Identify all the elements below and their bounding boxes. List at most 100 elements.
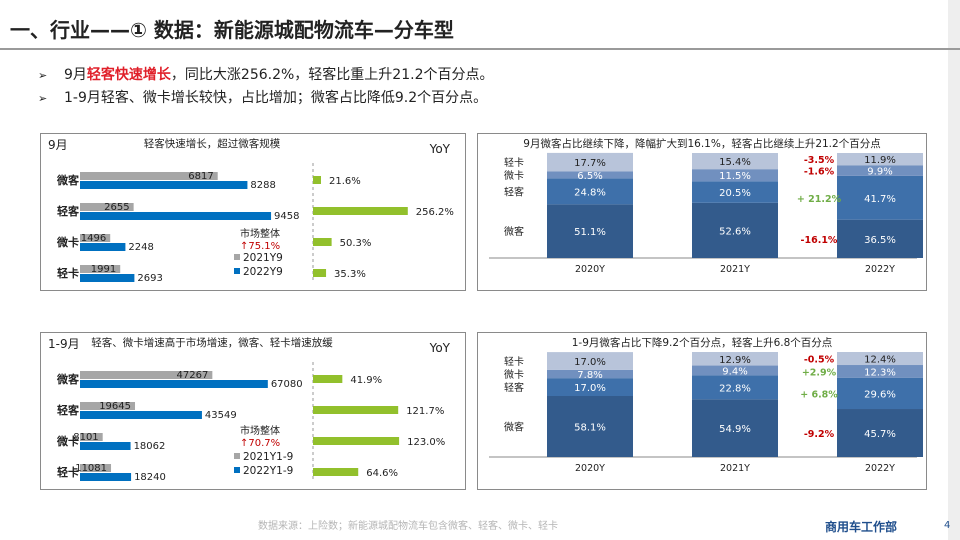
row-label: 轻客 xyxy=(504,381,524,394)
category-label: 微卡 xyxy=(56,434,79,448)
share-segment xyxy=(837,377,923,410)
legend-swatch xyxy=(234,467,240,473)
bar-value-label: 2248 xyxy=(128,242,153,253)
category-label: 轻卡 xyxy=(57,266,79,280)
segment-label: 54.9% xyxy=(719,424,751,435)
bar-value-label: 2693 xyxy=(137,273,162,284)
segment-label: 12.4% xyxy=(864,355,896,366)
segment-label: 20.5% xyxy=(719,188,751,199)
bar-value-label: 8288 xyxy=(250,180,275,191)
bullet-1: ➢ 9月轻客快速增长，同比大涨256.2%，轻客比重上升21.2个百分点。 xyxy=(38,64,493,84)
segment-label: 17.7% xyxy=(574,158,606,169)
bullet-2: ➢ 1-9月轻客、微卡增长较快，占比增加；微客占比降低9.2个百分点。 xyxy=(38,87,487,107)
yoy-value-label: 21.6% xyxy=(329,176,361,187)
bar-curr xyxy=(80,380,268,388)
row-label: 微客 xyxy=(504,420,524,433)
market-overall-value: ↑70.7% xyxy=(240,438,280,449)
bullet-1-post: ，同比大涨256.2%，轻客比重上升21.2个百分点。 xyxy=(170,67,494,83)
legend-swatch xyxy=(234,453,240,459)
x-tick-label: 2021Y xyxy=(720,463,750,474)
segment-label: 24.8% xyxy=(574,187,606,198)
segment-label: 45.7% xyxy=(864,429,896,440)
market-overall-label: 市场整体 xyxy=(240,424,280,437)
segment-label: 7.8% xyxy=(577,370,602,381)
legend-label: 2022Y9 xyxy=(243,266,283,278)
segment-label: 29.6% xyxy=(864,389,896,400)
share-segment xyxy=(837,352,923,366)
yoy-bar xyxy=(313,176,321,184)
share-segment xyxy=(547,152,633,172)
x-tick-label: 2021Y xyxy=(720,264,750,275)
change-label: +2.9% xyxy=(802,367,837,378)
bar-value-label: 19645 xyxy=(99,401,131,412)
x-tick-label: 2020Y xyxy=(575,463,605,474)
row-label: 轻客 xyxy=(504,185,524,198)
share-segment xyxy=(692,153,778,170)
yoy-bar xyxy=(313,437,400,445)
category-label: 轻客 xyxy=(57,204,80,218)
segment-label: 52.6% xyxy=(719,226,751,237)
share-segment xyxy=(692,202,778,258)
row-label: 轻卡 xyxy=(504,355,524,368)
category-label: 微卡 xyxy=(56,235,79,249)
yoy-bar xyxy=(313,406,399,414)
segment-label: 22.8% xyxy=(719,383,751,394)
x-tick-label: 2022Y xyxy=(865,264,895,275)
page-title: 一、行业——① 数据：新能源城配物流车—分车型 xyxy=(10,18,454,42)
yoy-bar xyxy=(313,375,343,383)
bar-curr xyxy=(80,212,272,220)
yoy-value-label: 123.0% xyxy=(407,437,445,448)
bar-curr xyxy=(80,411,202,419)
category-label: 轻卡 xyxy=(57,465,79,479)
legend-label: 2021Y9 xyxy=(243,252,283,264)
page-number: 4 xyxy=(944,520,951,531)
arrow-bullet-icon: ➢ xyxy=(38,69,48,82)
share-segment xyxy=(692,169,778,182)
share-segment xyxy=(547,369,633,379)
legend-label: 2022Y1-9 xyxy=(243,465,293,477)
row-label: 微卡 xyxy=(504,368,524,381)
change-label: -0.5% xyxy=(804,355,835,366)
share-segment xyxy=(547,171,633,179)
bar-value-label: 18062 xyxy=(134,441,166,452)
yoy-value-label: 41.9% xyxy=(350,375,382,386)
segment-label: 9.9% xyxy=(867,167,892,178)
bar-prev xyxy=(80,234,111,242)
legend-swatch xyxy=(234,254,240,260)
yoy-label: YoY xyxy=(429,341,451,355)
category-label: 微客 xyxy=(56,372,80,386)
bar-value-label: 43549 xyxy=(205,410,237,421)
change-label: + 6.8% xyxy=(800,389,838,400)
share-segment xyxy=(692,352,778,366)
share-segment xyxy=(547,395,633,457)
bar-curr xyxy=(80,274,135,282)
bar-value-label: 1991 xyxy=(91,264,116,275)
volume-chart-title: 轻客快速增长，超过微客规模 xyxy=(144,137,281,150)
bar-value-label: 1496 xyxy=(81,233,106,244)
segment-label: 12.3% xyxy=(864,367,896,378)
share-chart-title: 9月微客占比继续下降，降幅扩大到16.1%，轻客占比继续上升21.2个百分点 xyxy=(523,137,880,150)
bar-prev xyxy=(80,402,136,410)
share-segment xyxy=(837,165,923,176)
change-label: -9.2% xyxy=(804,429,835,440)
bar-value-label: 67080 xyxy=(271,379,303,390)
bar-prev xyxy=(80,265,121,273)
arrow-bullet-icon: ➢ xyxy=(38,92,48,105)
market-overall-label: 市场整体 xyxy=(240,227,280,240)
change-label: -3.5% xyxy=(804,155,835,166)
bar-value-label: 9458 xyxy=(274,211,299,222)
share-segment xyxy=(837,409,923,457)
share-segment xyxy=(692,181,778,203)
yoy-value-label: 35.3% xyxy=(334,269,366,280)
x-tick-label: 2022Y xyxy=(865,463,895,474)
bar-curr xyxy=(80,442,131,450)
segment-label: 17.0% xyxy=(574,383,606,394)
share-segment xyxy=(547,178,633,205)
change-label: -16.1% xyxy=(801,235,838,246)
bar-prev xyxy=(80,172,218,180)
bar-value-label: 47267 xyxy=(177,370,209,381)
market-overall-value: ↑75.1% xyxy=(240,241,280,252)
volume-chart-title: 轻客、微卡增速高于市场增速，微客、轻卡增速放缓 xyxy=(91,336,333,349)
yoy-bar xyxy=(313,269,327,277)
yoy-value-label: 256.2% xyxy=(416,207,454,218)
